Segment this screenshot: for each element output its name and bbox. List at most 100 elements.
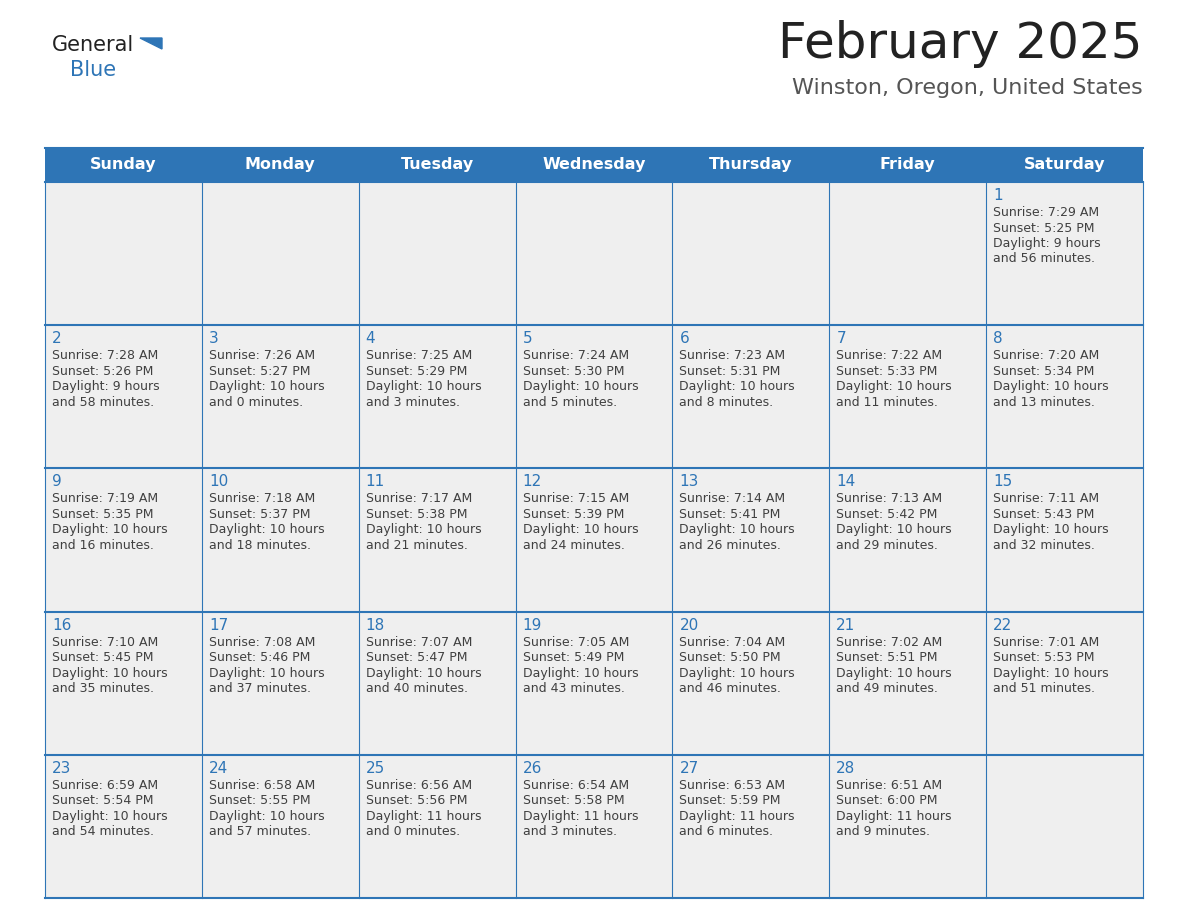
Text: Sunrise: 7:18 AM: Sunrise: 7:18 AM xyxy=(209,492,315,506)
Text: Sunset: 5:53 PM: Sunset: 5:53 PM xyxy=(993,651,1094,664)
Text: Sunset: 5:45 PM: Sunset: 5:45 PM xyxy=(52,651,153,664)
Text: 5: 5 xyxy=(523,331,532,346)
Text: and 43 minutes.: and 43 minutes. xyxy=(523,682,625,695)
Bar xyxy=(672,468,829,611)
Text: Sunrise: 6:54 AM: Sunrise: 6:54 AM xyxy=(523,778,628,792)
Text: and 16 minutes.: and 16 minutes. xyxy=(52,539,154,552)
Text: Sunset: 5:39 PM: Sunset: 5:39 PM xyxy=(523,508,624,521)
Text: and 40 minutes.: and 40 minutes. xyxy=(366,682,468,695)
Text: Sunrise: 7:22 AM: Sunrise: 7:22 AM xyxy=(836,349,942,363)
Text: Sunset: 5:41 PM: Sunset: 5:41 PM xyxy=(680,508,781,521)
Text: 23: 23 xyxy=(52,761,71,776)
Bar xyxy=(672,755,829,898)
Text: and 26 minutes.: and 26 minutes. xyxy=(680,539,782,552)
Text: Sunrise: 7:13 AM: Sunrise: 7:13 AM xyxy=(836,492,942,506)
Text: Sunset: 5:58 PM: Sunset: 5:58 PM xyxy=(523,794,624,807)
Bar xyxy=(986,755,1143,898)
Text: Thursday: Thursday xyxy=(709,158,792,173)
Text: Daylight: 10 hours: Daylight: 10 hours xyxy=(993,523,1108,536)
Bar xyxy=(829,468,986,611)
Text: and 29 minutes.: and 29 minutes. xyxy=(836,539,939,552)
Text: and 6 minutes.: and 6 minutes. xyxy=(680,825,773,838)
Text: Daylight: 10 hours: Daylight: 10 hours xyxy=(52,810,168,823)
Text: Daylight: 11 hours: Daylight: 11 hours xyxy=(680,810,795,823)
Text: and 0 minutes.: and 0 minutes. xyxy=(209,396,303,409)
Bar xyxy=(672,182,829,325)
Text: and 46 minutes.: and 46 minutes. xyxy=(680,682,782,695)
Text: Daylight: 9 hours: Daylight: 9 hours xyxy=(52,380,159,393)
Text: Sunrise: 7:20 AM: Sunrise: 7:20 AM xyxy=(993,349,1099,363)
Bar xyxy=(829,182,986,325)
Bar xyxy=(202,755,359,898)
Text: 7: 7 xyxy=(836,331,846,346)
Text: Daylight: 10 hours: Daylight: 10 hours xyxy=(52,523,168,536)
Text: and 11 minutes.: and 11 minutes. xyxy=(836,396,939,409)
Text: Sunrise: 7:23 AM: Sunrise: 7:23 AM xyxy=(680,349,785,363)
Bar xyxy=(202,611,359,755)
Bar xyxy=(829,611,986,755)
Text: 1: 1 xyxy=(993,188,1003,203)
Text: 16: 16 xyxy=(52,618,71,633)
Text: Daylight: 11 hours: Daylight: 11 hours xyxy=(366,810,481,823)
Bar xyxy=(672,611,829,755)
Text: Sunrise: 7:10 AM: Sunrise: 7:10 AM xyxy=(52,635,158,649)
Bar xyxy=(829,325,986,468)
Text: and 13 minutes.: and 13 minutes. xyxy=(993,396,1095,409)
Text: 4: 4 xyxy=(366,331,375,346)
Text: and 9 minutes.: and 9 minutes. xyxy=(836,825,930,838)
Text: 6: 6 xyxy=(680,331,689,346)
Bar xyxy=(45,182,202,325)
Bar xyxy=(829,755,986,898)
Bar xyxy=(45,325,202,468)
Text: Sunset: 5:49 PM: Sunset: 5:49 PM xyxy=(523,651,624,664)
Text: Daylight: 10 hours: Daylight: 10 hours xyxy=(836,380,952,393)
Text: 19: 19 xyxy=(523,618,542,633)
Text: 11: 11 xyxy=(366,475,385,489)
Polygon shape xyxy=(140,38,162,49)
Bar xyxy=(986,468,1143,611)
Text: Sunset: 5:46 PM: Sunset: 5:46 PM xyxy=(209,651,310,664)
Text: Sunrise: 6:58 AM: Sunrise: 6:58 AM xyxy=(209,778,315,792)
Text: Daylight: 9 hours: Daylight: 9 hours xyxy=(993,237,1101,250)
Text: Sunrise: 7:15 AM: Sunrise: 7:15 AM xyxy=(523,492,628,506)
Text: Blue: Blue xyxy=(70,60,116,80)
Bar xyxy=(516,611,672,755)
Text: Daylight: 10 hours: Daylight: 10 hours xyxy=(523,523,638,536)
Text: Sunrise: 7:05 AM: Sunrise: 7:05 AM xyxy=(523,635,628,649)
Text: Sunset: 5:42 PM: Sunset: 5:42 PM xyxy=(836,508,937,521)
Text: Sunset: 5:30 PM: Sunset: 5:30 PM xyxy=(523,364,624,377)
Text: 13: 13 xyxy=(680,475,699,489)
Text: 2: 2 xyxy=(52,331,62,346)
Bar xyxy=(516,468,672,611)
Text: Daylight: 10 hours: Daylight: 10 hours xyxy=(366,666,481,679)
Text: 27: 27 xyxy=(680,761,699,776)
Text: Daylight: 10 hours: Daylight: 10 hours xyxy=(52,666,168,679)
Text: Sunset: 5:29 PM: Sunset: 5:29 PM xyxy=(366,364,467,377)
Text: and 21 minutes.: and 21 minutes. xyxy=(366,539,468,552)
Text: Daylight: 11 hours: Daylight: 11 hours xyxy=(523,810,638,823)
Text: Sunset: 5:26 PM: Sunset: 5:26 PM xyxy=(52,364,153,377)
Text: Sunrise: 7:19 AM: Sunrise: 7:19 AM xyxy=(52,492,158,506)
Text: Daylight: 10 hours: Daylight: 10 hours xyxy=(523,380,638,393)
Text: and 35 minutes.: and 35 minutes. xyxy=(52,682,154,695)
Bar xyxy=(672,325,829,468)
Bar xyxy=(359,468,516,611)
Text: Sunrise: 7:08 AM: Sunrise: 7:08 AM xyxy=(209,635,315,649)
Bar xyxy=(359,182,516,325)
Text: 3: 3 xyxy=(209,331,219,346)
Text: Saturday: Saturday xyxy=(1024,158,1105,173)
Text: Daylight: 11 hours: Daylight: 11 hours xyxy=(836,810,952,823)
Text: and 57 minutes.: and 57 minutes. xyxy=(209,825,311,838)
Text: and 3 minutes.: and 3 minutes. xyxy=(366,396,460,409)
Text: General: General xyxy=(52,35,134,55)
Text: Daylight: 10 hours: Daylight: 10 hours xyxy=(993,666,1108,679)
Text: Sunrise: 7:04 AM: Sunrise: 7:04 AM xyxy=(680,635,785,649)
Text: 22: 22 xyxy=(993,618,1012,633)
Bar xyxy=(359,325,516,468)
Text: and 56 minutes.: and 56 minutes. xyxy=(993,252,1095,265)
Text: Daylight: 10 hours: Daylight: 10 hours xyxy=(366,380,481,393)
Text: and 8 minutes.: and 8 minutes. xyxy=(680,396,773,409)
Text: and 5 minutes.: and 5 minutes. xyxy=(523,396,617,409)
Text: Sunrise: 7:26 AM: Sunrise: 7:26 AM xyxy=(209,349,315,363)
Text: Sunset: 5:31 PM: Sunset: 5:31 PM xyxy=(680,364,781,377)
